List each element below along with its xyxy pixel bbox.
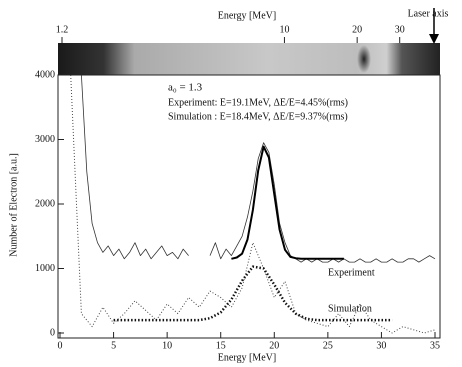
x-tick-label: 35: [430, 340, 440, 351]
y-tick-label: 0: [50, 327, 55, 338]
x-tick-label: 10: [162, 340, 172, 351]
series-line: [231, 147, 344, 259]
y-axis-label: Number of Electron [a.u.]: [8, 153, 19, 257]
annotation: Experiment: E=19.1MeV, ΔE/E=4.45%(rms): [168, 97, 348, 108]
x-tick-label: 30: [376, 340, 386, 351]
laser-label: Laser axis: [408, 8, 449, 19]
top-tick-label: 30: [395, 24, 405, 35]
x-axis-label: Energy [MeV]: [218, 352, 276, 363]
x-tick-label: 0: [58, 340, 63, 351]
laser-arrowhead: [429, 34, 439, 44]
top-axis-label: Energy [MeV]: [218, 10, 276, 21]
y-tick-label: 4000: [35, 69, 55, 80]
spectrum-peak: [357, 45, 371, 73]
y-tick-label: 1000: [35, 263, 55, 274]
annotation: Simulation : E=18.4MeV, ΔE/E=9.37%(rms): [168, 111, 348, 122]
x-tick-label: 20: [269, 340, 279, 351]
y-tick-label: 3000: [35, 134, 55, 145]
top-tick-label: 20: [352, 24, 362, 35]
x-tick-label: 15: [216, 340, 226, 351]
curve-label: Experiment: [328, 267, 375, 278]
x-tick-label: 5: [111, 340, 116, 351]
page: Laser axis Energy [MeV] Energy [MeV] Num…: [0, 0, 462, 367]
top-tick-label: 10: [279, 24, 289, 35]
annotation: a₀ = 1.3: [168, 82, 203, 94]
top-tick-label: 1.2: [56, 24, 69, 35]
y-tick-label: 2000: [35, 198, 55, 209]
x-tick-label: 25: [323, 340, 333, 351]
curve-label: Simulation: [328, 303, 372, 314]
spectrum-strip: [58, 43, 440, 75]
chart: Laser axis Energy [MeV] Energy [MeV] Num…: [0, 0, 462, 367]
